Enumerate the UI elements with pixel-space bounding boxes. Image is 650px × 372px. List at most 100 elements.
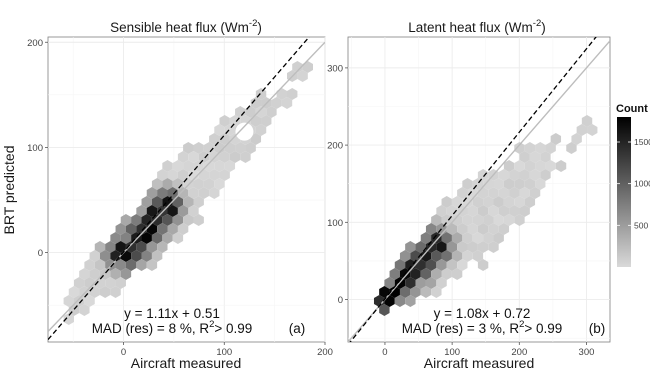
hexbin-cell: [94, 241, 106, 253]
hexbin-cell: [79, 268, 90, 280]
hexbin-cell: [136, 205, 147, 217]
hexbin-cell: [514, 196, 525, 208]
colorbar-tick-label: 500: [634, 220, 648, 230]
hexbin-cell: [167, 205, 178, 217]
hexbin-cell: [425, 277, 437, 289]
hexbin-cell: [151, 250, 163, 262]
hexbin-cell: [110, 268, 121, 280]
y-tick-label: 300: [327, 63, 343, 74]
hexbin-cell: [389, 286, 400, 298]
hexbin-cell: [488, 187, 499, 199]
hexbin-cell: [535, 160, 546, 172]
x-tick-label: 100: [216, 347, 232, 358]
hexbin-cell: [73, 295, 85, 307]
hexbin-cell: [431, 286, 442, 298]
hexbin-cell: [394, 295, 406, 307]
hexbin-cell: [162, 214, 173, 226]
hexbin-cell: [287, 88, 298, 100]
y-tick-label: 100: [27, 143, 43, 154]
hexbin-cell: [245, 106, 256, 118]
hexbin-cell: [410, 268, 421, 280]
mad-r2-label: MAD (res) = 8 %, R2> 0.99: [92, 319, 253, 336]
hexbin-cell: [379, 286, 390, 298]
axis-ticks: 0 100 200 0 100 200: [27, 38, 333, 358]
hexbin-cell: [477, 205, 489, 217]
hexbin-cell: [540, 151, 551, 163]
hexbin-cell: [379, 304, 390, 316]
hexbin-cell: [99, 286, 111, 298]
hexbin-cell: [451, 268, 463, 280]
hexbin-cell: [384, 277, 395, 289]
hexbin-cell: [431, 232, 442, 244]
hexbin-cell: [431, 214, 442, 226]
hexbin-cell: [441, 196, 452, 208]
hexbin-cell: [151, 232, 163, 244]
hexbin-cell: [514, 142, 525, 154]
hexbin-cell: [151, 196, 163, 208]
hexbin-cell: [136, 241, 147, 253]
hexbin-cell: [167, 169, 178, 181]
hexbin-cell: [441, 268, 452, 280]
hexbin-cell: [488, 241, 499, 253]
hexbin-cell: [271, 97, 282, 109]
hexbin-cell: [441, 250, 452, 262]
hexbin-cell: [183, 196, 194, 208]
hexbin-cell: [457, 223, 468, 235]
hexbin-cell: [545, 142, 556, 154]
hexbin-cell: [99, 250, 111, 262]
hexbin-cell: [472, 232, 484, 244]
hexbin-cell: [524, 196, 536, 208]
hexbin-cell: [405, 277, 416, 289]
hexbin-cell: [415, 241, 426, 253]
hexbin-cell: [105, 277, 116, 289]
hexbin-cell: [177, 169, 189, 181]
hexbin-cell: [425, 223, 437, 235]
hexbin-cell: [441, 214, 452, 226]
hexbin-cell: [240, 151, 251, 163]
hexbin-cell: [493, 196, 504, 208]
hexbin-cell: [198, 151, 210, 163]
hexbin-cell: [73, 277, 85, 289]
hexbin-cell: [89, 268, 100, 280]
legend-title: Count: [616, 103, 648, 115]
identity-line: [48, 41, 325, 332]
hexbin-cell: [509, 169, 520, 181]
hexbin-cell: [188, 151, 199, 163]
hexbin-cell: [493, 214, 504, 226]
hexbin-cell: [514, 160, 525, 172]
hexbin-cell: [172, 214, 184, 226]
fit-equation: y = 1.11x + 0.51: [124, 306, 220, 321]
hexbin-cell: [399, 286, 411, 298]
hexbin-cell: [302, 61, 313, 73]
hexbin-cell: [110, 286, 121, 298]
hexbin-cell: [203, 160, 215, 172]
hexbin-cell: [431, 268, 442, 280]
hexbin-cell: [183, 214, 194, 226]
hexbin-cell: [431, 250, 442, 262]
hexbin-cell: [219, 151, 230, 163]
hexbin-cell: [89, 250, 100, 262]
hexbin-cell: [146, 205, 158, 217]
hexbin-cell: [209, 133, 220, 145]
hexbin-cell: [255, 88, 267, 100]
hexbin-cell: [483, 196, 494, 208]
hexbin-cell: [125, 259, 137, 271]
hexbin-cell: [136, 259, 147, 271]
hexbin-cell: [79, 304, 90, 316]
colorbar-tick-label: 1000: [634, 179, 650, 189]
hexbin-cell: [420, 268, 432, 280]
hexbin-cell: [214, 160, 225, 172]
hexbin-cell: [193, 214, 204, 226]
hexbin-cell: [172, 160, 184, 172]
x-tick-label: 0: [382, 347, 387, 358]
hexbin-cell: [488, 223, 499, 235]
hexbin-cell: [120, 214, 132, 226]
hexbin-cell: [467, 241, 478, 253]
hexbin-cell: [498, 223, 510, 235]
panel-title: Sensible heat flux (Wm-2): [110, 18, 262, 35]
y-tick-label: 0: [38, 248, 43, 259]
hexbin-cell: [193, 178, 204, 190]
x-tick-label: 200: [511, 347, 527, 358]
fit-line: [48, 37, 310, 341]
colorbar-tick-label: 1500: [634, 137, 650, 147]
